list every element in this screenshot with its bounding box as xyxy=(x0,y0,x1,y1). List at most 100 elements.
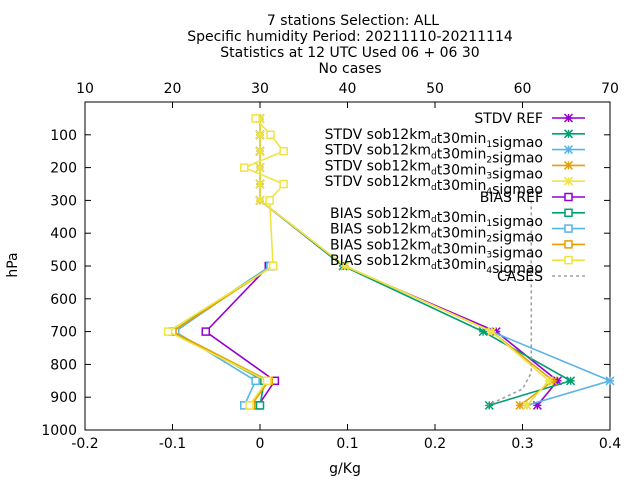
legend-subscript: 3 xyxy=(486,250,492,260)
y-tick-label: 600 xyxy=(50,292,77,308)
legend-subscript: d xyxy=(431,215,437,225)
y-tick-label: 700 xyxy=(50,325,77,341)
x2-tick-label: 60 xyxy=(514,81,532,97)
legend-label: STDV sob12kmdt30min1sigmao xyxy=(325,127,543,151)
legend-marker xyxy=(564,192,573,202)
x-tick-label: 0.4 xyxy=(599,436,621,452)
legend-label: STDV sob12kmdt30min2sigmao xyxy=(325,143,543,167)
legend-subscript: d xyxy=(431,183,437,193)
x-tick-label: 0 xyxy=(256,436,265,452)
y-tick-label: 500 xyxy=(50,259,77,275)
series-6 xyxy=(168,261,275,410)
data-point xyxy=(266,130,275,140)
legend-label: STDV sob12kmdt30min3sigmao xyxy=(325,158,543,182)
x2-tick-label: 70 xyxy=(601,81,619,97)
data-point xyxy=(262,376,272,386)
legend-subscript: 3 xyxy=(486,171,492,181)
legend-text-part: sigmao xyxy=(492,261,543,277)
legend-label: BIAS sob12kmdt30min2sigmao xyxy=(330,222,543,246)
data-point xyxy=(268,261,278,271)
data-point xyxy=(163,327,173,336)
legend-label: CASES xyxy=(497,269,543,285)
legend-subscript: d xyxy=(431,246,437,256)
legend-text-part: t30min xyxy=(437,257,487,273)
legend-marker xyxy=(564,240,573,249)
x-tick-label: 0.3 xyxy=(511,436,533,452)
legend-marker xyxy=(564,255,573,265)
legend-text-part: BIAS sob12km xyxy=(330,253,431,269)
y-axis-label: hPa xyxy=(5,252,21,277)
legend-label: BIAS sob12kmdt30min3sigmao xyxy=(330,237,543,261)
x2-tick-label: 50 xyxy=(426,81,444,97)
legend-label: BIAS sob12kmdt30min1sigmao xyxy=(330,206,543,230)
legend-subscript: 1 xyxy=(486,140,492,150)
legend-subscript: 4 xyxy=(486,266,492,276)
data-point xyxy=(279,179,288,189)
title-line-1: 7 stations Selection: ALL xyxy=(267,13,439,29)
axes: -0.2 -0.1 0 0.1 0.2 0.3 0.4 10 20 30 40 50 60 70 100 20… xyxy=(41,81,621,452)
legend-text-part: sigmao xyxy=(492,166,543,182)
series-line xyxy=(487,200,533,407)
legend-subscript: 2 xyxy=(486,235,492,245)
data-point xyxy=(251,114,260,123)
y-tick-label: 200 xyxy=(50,161,77,177)
series-group xyxy=(163,113,615,410)
legend-subscript: d xyxy=(431,136,437,146)
data-point xyxy=(255,401,265,410)
x-axis-label: g/Kg xyxy=(329,461,361,477)
x2-tick-label: 30 xyxy=(251,81,269,97)
legend-text-part: BIAS sob12km xyxy=(330,222,431,238)
legend-subscript: d xyxy=(431,152,437,162)
y-tick-label: 400 xyxy=(50,226,77,242)
x2-tick-label: 20 xyxy=(164,81,182,97)
legend-text-part: BIAS sob12km xyxy=(330,206,431,222)
y-tick-label: 300 xyxy=(50,193,77,209)
data-point xyxy=(240,163,249,172)
legend-text-part: sigmao xyxy=(492,245,543,261)
legend-text-part: t30min xyxy=(437,131,487,147)
data-point xyxy=(245,401,254,410)
legend-subscript: d xyxy=(431,262,437,272)
series-line xyxy=(170,265,274,406)
title-line-2: Specific humidity Period: 20211110-20211… xyxy=(187,29,513,45)
legend-text-part: STDV sob12km xyxy=(325,127,431,143)
legend-text-part: STDV sob12km xyxy=(325,158,431,174)
legend-label: BIAS REF xyxy=(480,190,543,206)
series-line xyxy=(166,117,285,406)
x-tick-label: -0.1 xyxy=(159,436,186,452)
series-7 xyxy=(170,261,275,410)
series-5 xyxy=(201,261,280,410)
legend-subscript: 1 xyxy=(486,219,492,229)
legend-text-part: STDV sob12km xyxy=(325,143,431,159)
series-4 xyxy=(255,113,554,410)
title-line-4: No cases xyxy=(319,61,382,77)
legend-label: STDV sob12kmdt30min4sigmao xyxy=(325,174,543,198)
legend-text-part: sigmao xyxy=(492,182,543,198)
x-tick-label: 0.1 xyxy=(336,436,358,452)
x2-tick-label: 10 xyxy=(76,81,94,97)
legend-marker xyxy=(564,224,573,233)
legend-text-part: STDV sob12km xyxy=(325,174,431,190)
series-line xyxy=(204,265,276,406)
legend-text-part: t30min xyxy=(437,147,487,163)
y-tick-label: 100 xyxy=(50,128,77,144)
title-line-3: Statistics at 12 UTC Used 06 + 06 30 xyxy=(220,45,479,61)
legend-text-part: sigmao xyxy=(492,151,543,167)
series-line xyxy=(259,118,550,406)
y-tick-label: 800 xyxy=(50,357,77,373)
x-tick-label: -0.2 xyxy=(71,436,98,452)
legend-text-part: t30min xyxy=(437,226,487,242)
series-8 xyxy=(168,261,278,410)
y-tick-label: 1000 xyxy=(41,423,77,439)
legend-text-part: t30min xyxy=(437,241,487,257)
legend-text-part: t30min xyxy=(437,210,487,226)
x-tick-label: 0.2 xyxy=(424,436,446,452)
legend-text-part: sigmao xyxy=(492,214,543,230)
data-point xyxy=(265,196,274,205)
series-9 xyxy=(163,114,288,410)
legend-label: STDV REF xyxy=(474,111,543,127)
y-tick-label: 900 xyxy=(50,390,77,406)
legend-text-part: t30min xyxy=(437,162,487,178)
